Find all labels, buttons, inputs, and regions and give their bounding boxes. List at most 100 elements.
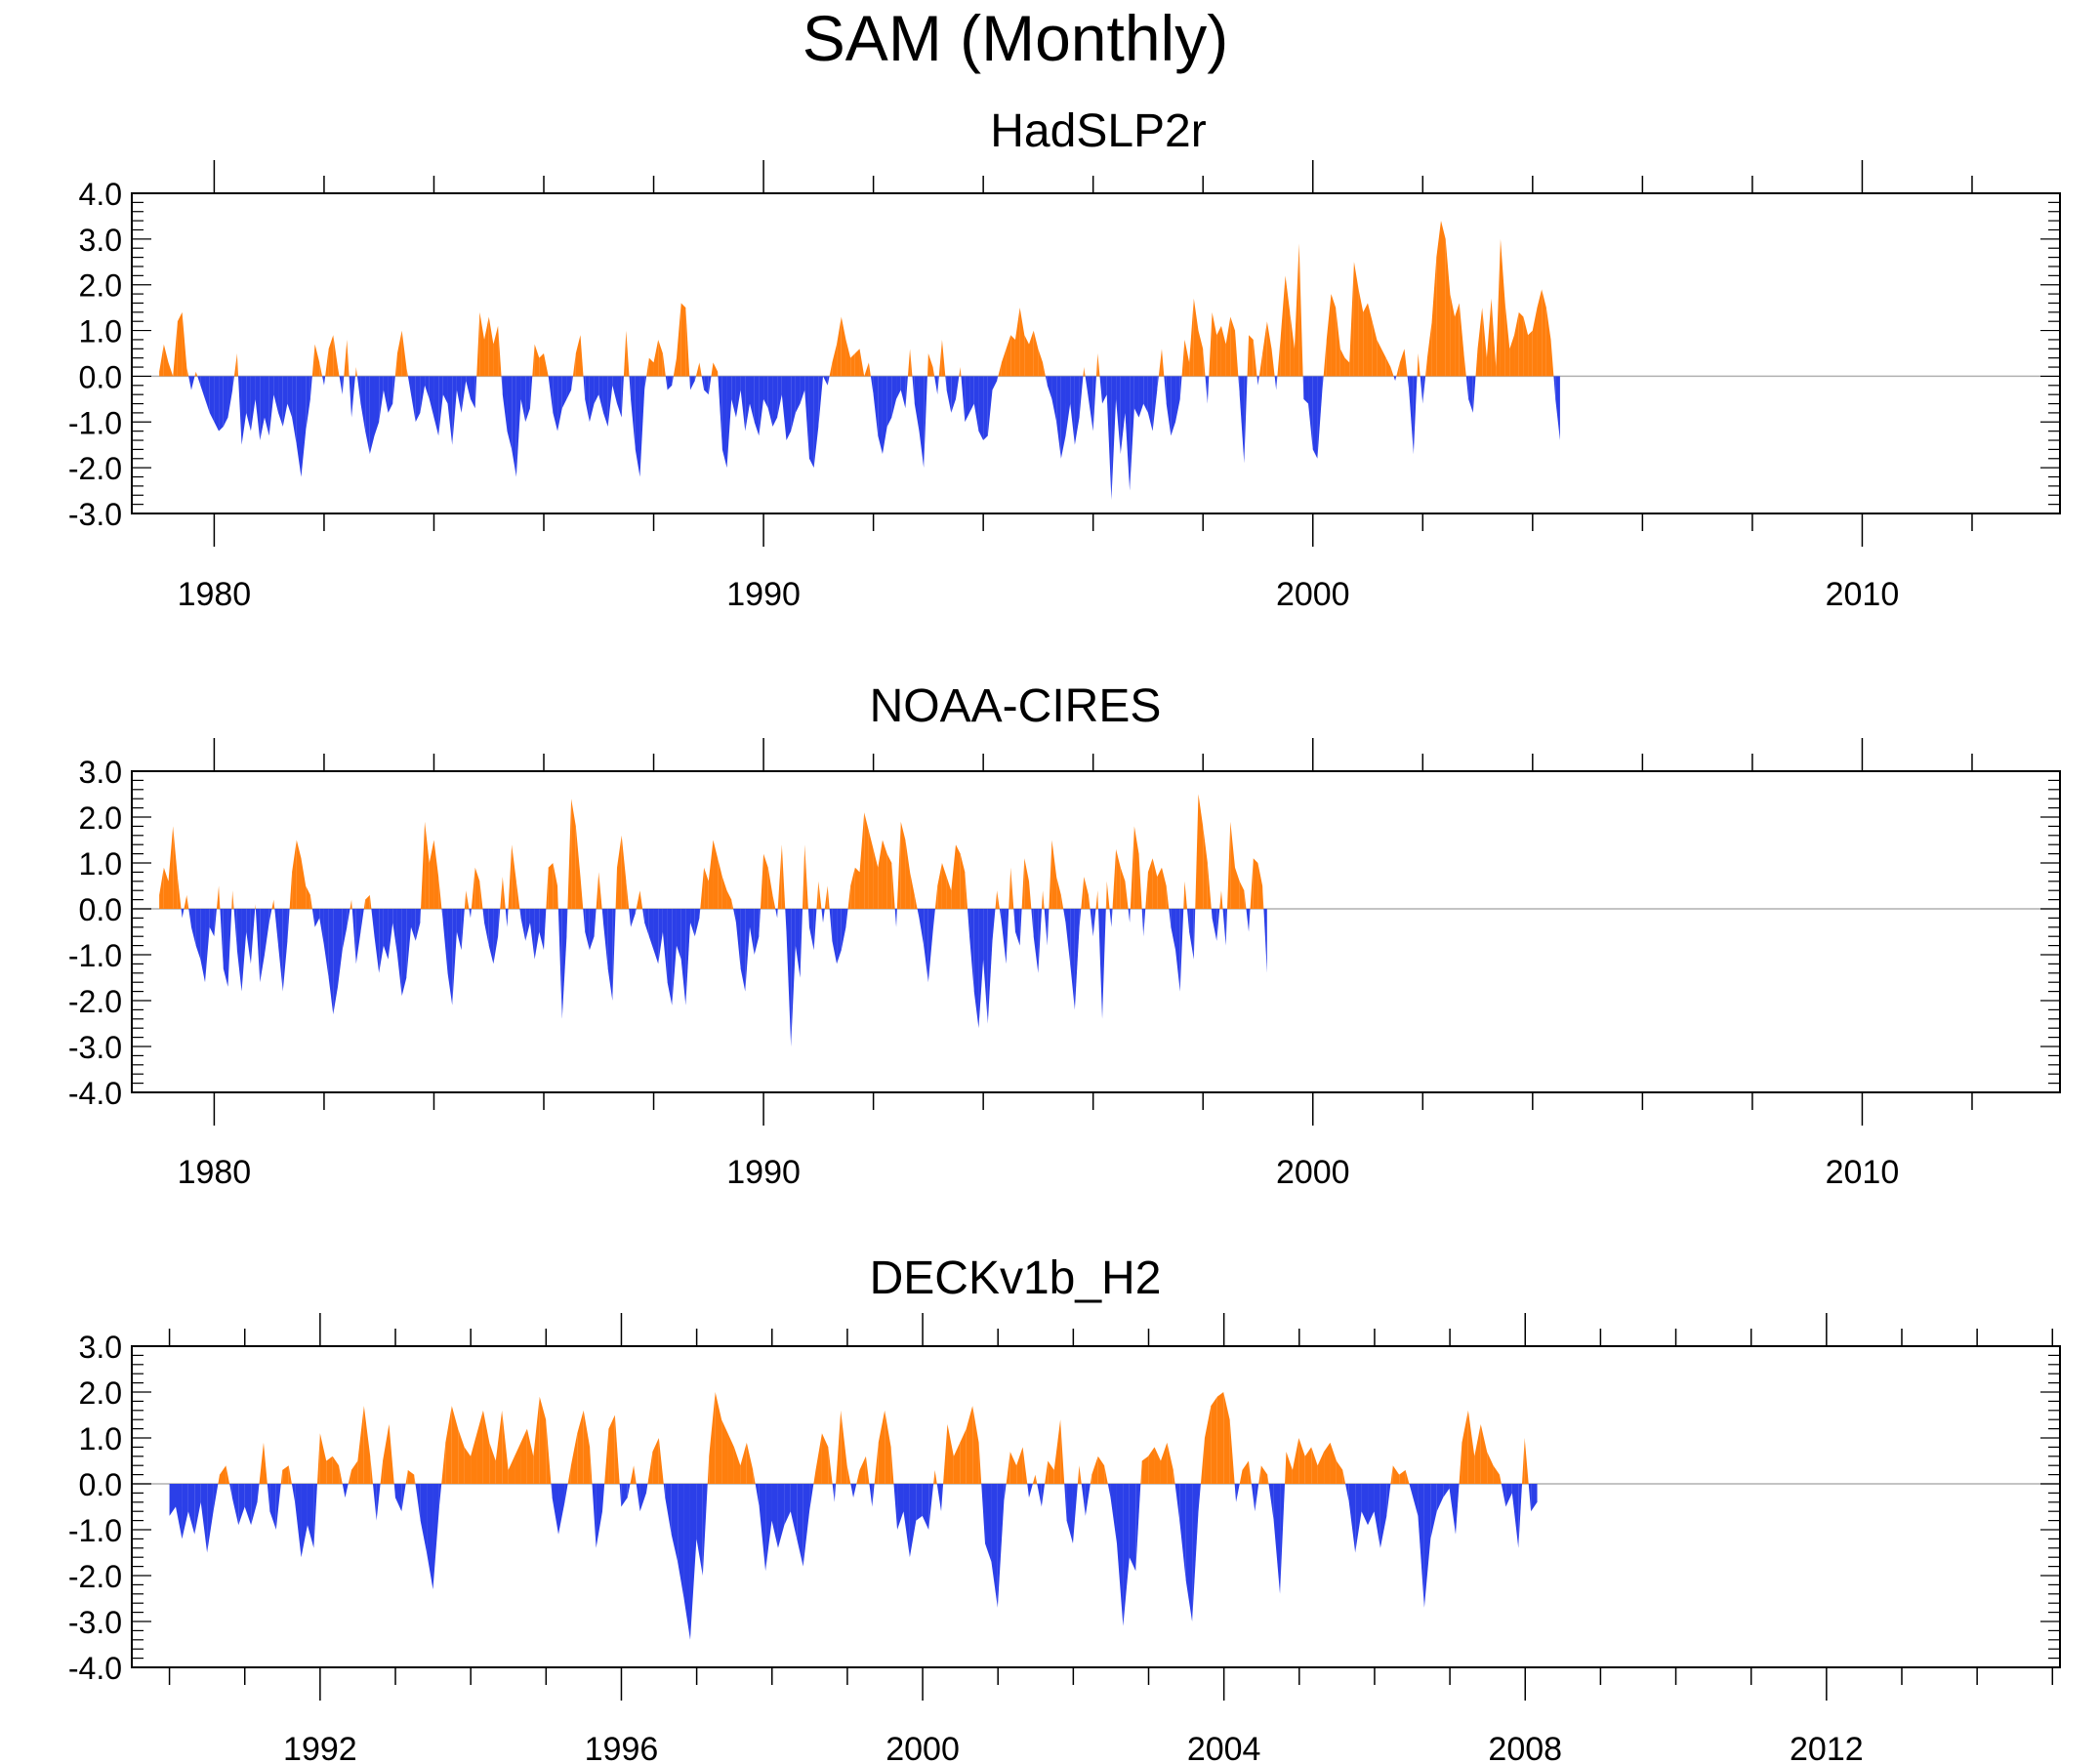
sam-bar (1248, 1460, 1252, 1484)
plot-frame (131, 192, 2061, 514)
sam-bar (322, 376, 324, 386)
sam-bar (1070, 909, 1075, 1010)
sam-bar (420, 1484, 428, 1553)
sam-bar (795, 376, 801, 413)
sam-bar (992, 376, 998, 390)
sam-bar (1374, 1484, 1380, 1548)
sam-bar (429, 840, 434, 909)
sam-bar (515, 881, 520, 909)
sam-bar (227, 909, 232, 987)
sam-bar (401, 1484, 406, 1512)
sam-bar (813, 376, 819, 469)
sam-bar (978, 376, 984, 441)
sam-bar (1081, 877, 1085, 909)
sam-bar (226, 1465, 230, 1484)
sam-bar (1043, 890, 1045, 909)
sam-bar (1459, 303, 1464, 377)
sam-bar (676, 303, 681, 377)
sam-bar (173, 826, 178, 909)
sam-bar (188, 376, 191, 390)
sam-bar (1285, 275, 1291, 377)
sam-bar (1088, 894, 1091, 909)
sam-bar (800, 376, 805, 404)
sam-bar (1016, 1447, 1023, 1484)
sam-bar (1393, 376, 1396, 382)
sam-bar (619, 1484, 622, 1507)
sam-bar (1204, 1406, 1212, 1484)
sam-bar (1312, 376, 1318, 459)
sam-bar (978, 1442, 982, 1484)
sam-bar (845, 339, 851, 377)
sam-bar (1247, 335, 1250, 377)
sam-bar (874, 1442, 879, 1484)
sam-bar (246, 376, 251, 431)
y-tick-label: -1.0 (68, 405, 122, 440)
sam-bar (1280, 1484, 1286, 1594)
sam-bar (969, 376, 974, 413)
sam-bar (960, 853, 966, 909)
sam-bar (667, 376, 673, 390)
sam-bar (1225, 909, 1228, 946)
sam-bar (1257, 863, 1263, 909)
sam-bar (570, 1433, 578, 1484)
sam-bar (672, 376, 674, 386)
sam-bar (781, 844, 786, 909)
sam-bar (479, 311, 485, 377)
sam-bar (520, 909, 526, 941)
sam-bar (1322, 376, 1324, 395)
sam-bar (1317, 1452, 1325, 1484)
sam-bar (347, 339, 350, 377)
sam-bar (1317, 376, 1323, 459)
sam-bar (1043, 362, 1046, 377)
sam-bar (1395, 376, 1397, 382)
sam-bar (349, 376, 352, 418)
sam-bar (1379, 1484, 1387, 1548)
sam-bar (323, 376, 326, 386)
sam-bar (1047, 376, 1052, 399)
sam-bar (1010, 335, 1015, 377)
sam-bar (1491, 298, 1497, 377)
panel-title: NOAA-CIRES (870, 680, 1162, 732)
sam-bar (1531, 1484, 1538, 1512)
sam-bar (726, 890, 732, 909)
sam-bar (551, 1484, 553, 1498)
sam-bar (508, 1456, 515, 1484)
sam-bar (636, 1484, 640, 1512)
sam-bar (1230, 821, 1236, 909)
y-tick-label: -2.0 (68, 984, 122, 1019)
sam-bar (1219, 890, 1221, 909)
sam-bar (1085, 1484, 1091, 1516)
sam-bar (216, 885, 220, 909)
sam-bar (433, 376, 439, 436)
sam-bar (1084, 367, 1086, 377)
sam-bar (1422, 376, 1426, 404)
sam-bar (1381, 349, 1386, 377)
sam-bar (960, 1428, 967, 1484)
sam-bar (1262, 885, 1264, 909)
sam-bar (464, 890, 467, 909)
sam-bar (1085, 376, 1089, 399)
sam-bar (932, 909, 935, 932)
y-tick-label: -4.0 (68, 1651, 122, 1686)
sam-bar (612, 376, 618, 404)
sam-bar (1181, 339, 1185, 377)
sam-bar (1056, 376, 1061, 459)
sam-bar (236, 353, 239, 377)
sam-bar (292, 840, 297, 909)
y-tick-label: -1.0 (68, 1513, 122, 1548)
sam-bar (919, 376, 925, 469)
sam-bar (200, 1484, 208, 1553)
sam-bar (1505, 1484, 1512, 1507)
sam-bar (1207, 863, 1212, 909)
x-tick-label: 1992 (283, 1731, 357, 1764)
sam-bar (1010, 867, 1014, 909)
sam-bar (1323, 339, 1327, 377)
sam-bar (1518, 1484, 1523, 1548)
sam-bar (995, 890, 998, 909)
sam-bar (1480, 1423, 1488, 1484)
sam-bar (590, 1447, 593, 1484)
sam-bar (1377, 339, 1382, 377)
sam-bar (529, 909, 535, 960)
sam-bar (1418, 1484, 1424, 1608)
sam-bar (337, 367, 340, 377)
